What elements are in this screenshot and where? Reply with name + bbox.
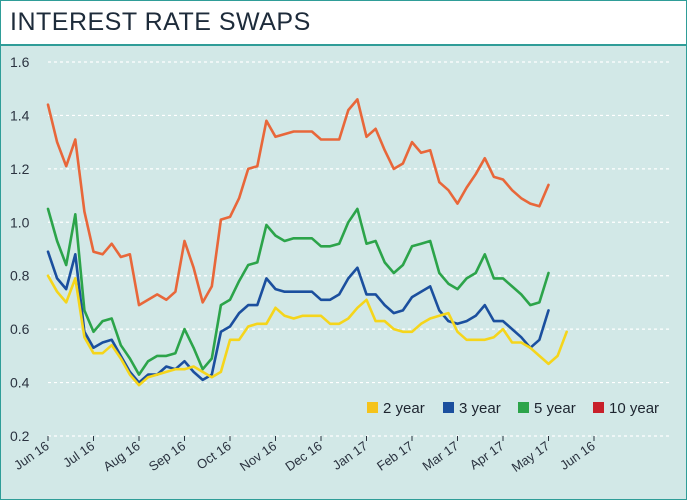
series-line-2-year [46,274,569,387]
x-tick-label: Mar 17 [419,438,461,473]
legend-swatch [593,402,604,413]
series-line-5-year [46,207,550,376]
legend-label: 3 year [459,400,501,417]
y-tick-label: 1.0 [10,214,30,230]
x-tick-label: Dec 16 [282,438,324,474]
y-tick-label: 0.8 [10,268,30,284]
x-tick-label: Nov 16 [237,438,279,474]
legend-label: 10 year [609,400,659,417]
x-tick-label: Oct 16 [194,438,234,472]
y-tick-label: 1.2 [10,161,30,177]
x-tick-label: Jul 16 [60,438,97,470]
grid-lines [48,61,670,437]
legend-label: 5 year [534,400,576,417]
y-tick-label: 0.2 [10,428,30,444]
series-line-10-year [46,98,550,307]
x-tick-label: Jun 16 [557,438,598,473]
series-line-3-year [46,250,550,384]
x-tick-label: Jan 17 [330,438,371,473]
legend-swatch [443,402,454,413]
series-lines [46,98,569,387]
legend-label: 2 year [383,400,425,417]
legend: 2 year 3 year 5 year 10 year [367,400,659,417]
legend-swatch [367,402,378,413]
x-tick-label: May 17 [509,438,553,475]
x-axis-ticks: Jun 16 Jul 16 Aug 16 Sep 16 Oct 16 Nov 16 Dec … [11,436,598,475]
chart-title: INTEREST RATE SWAPS [10,8,311,36]
x-tick-label: Sep 16 [146,438,188,474]
title-bar: INTEREST RATE SWAPS [1,1,686,46]
x-tick-label: Feb 17 [374,438,416,474]
x-tick-label: Aug 16 [100,438,142,474]
y-tick-label: 1.4 [10,107,30,123]
y-axis-ticks: 0.2 0.4 0.6 0.8 1.0 1.2 1.4 1.6 [10,54,30,444]
x-tick-label: Apr 17 [467,438,507,472]
y-tick-label: 0.6 [10,321,30,337]
y-tick-label: 1.6 [10,54,30,70]
legend-swatch [518,402,529,413]
y-tick-label: 0.4 [10,375,30,391]
